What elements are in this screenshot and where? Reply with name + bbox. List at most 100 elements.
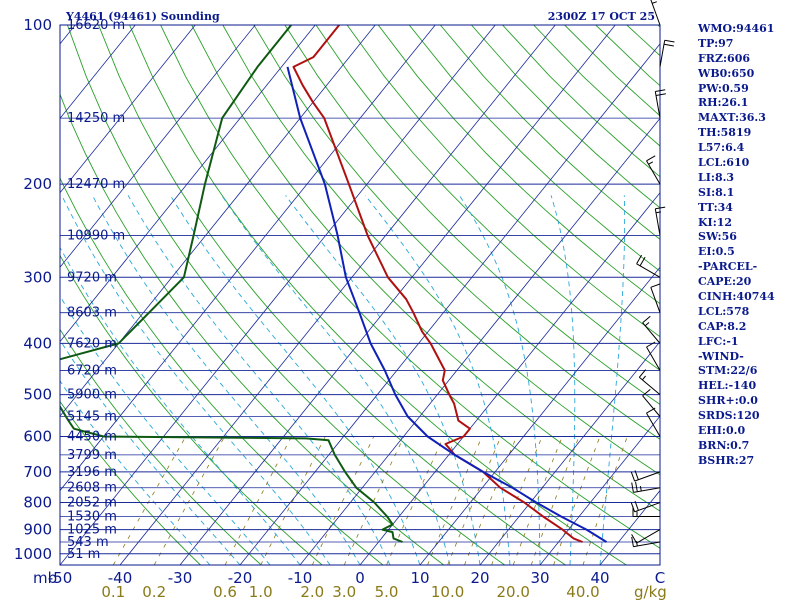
index-item: CAP:8.2	[698, 319, 747, 333]
moist-adiabat	[61, 195, 331, 565]
index-item: TP:97	[698, 36, 734, 50]
moist-adiabat	[60, 246, 301, 565]
height-label: 6720 m	[67, 363, 117, 378]
pressure-unit-label: mb	[33, 569, 57, 587]
index-item: HEL:-140	[698, 379, 757, 393]
temperature-tick-label: 10	[410, 569, 429, 587]
isotherm	[479, 341, 660, 565]
index-item: FRZ:606	[698, 51, 751, 65]
isotherm	[60, 25, 136, 119]
wind-barb	[631, 529, 661, 544]
mixing-ratio-tick-label: 0.2	[142, 583, 166, 600]
mixing-ratio-tick-label: 0.6	[213, 583, 237, 600]
temperature-tick-label: -20	[228, 569, 253, 587]
temperature-tick-label: -40	[108, 569, 133, 587]
wind-barb	[630, 500, 661, 513]
wind-barb	[659, 39, 675, 67]
index-item: WMO:94461	[698, 22, 775, 35]
index-item: -PARCEL-	[698, 260, 758, 274]
dry-adiabat	[98, 25, 566, 565]
temperature-trace	[292, 25, 583, 543]
temperature-tick-label: -50	[48, 569, 73, 587]
index-item: SHR+:0.0	[698, 394, 758, 408]
height-label: 16620 m	[67, 18, 125, 33]
index-item: LCL:578	[698, 304, 750, 318]
mixing-ratio-tick-label: 20.0	[496, 583, 529, 600]
wind-barb	[630, 470, 661, 482]
height-label: 2052 m	[67, 496, 117, 511]
index-item: SI:8.1	[698, 185, 735, 199]
mixing-ratio-line	[311, 436, 375, 565]
index-item: WB0:650	[698, 66, 755, 80]
isotherm	[539, 415, 660, 565]
mixing-ratio-tick-label: 2.0	[300, 583, 324, 600]
mixing-ratio-tick-label: 40.0	[566, 583, 599, 600]
isotherm	[60, 25, 316, 343]
dry-adiabat	[160, 25, 660, 549]
index-item: CINH:40744	[698, 290, 775, 304]
dry-adiabat	[346, 25, 660, 338]
index-item: LFC:-1	[698, 334, 739, 348]
height-label: 7620 m	[67, 336, 117, 351]
dry-adiabat	[66, 25, 505, 565]
pressure-tick-label: 600	[23, 428, 52, 446]
index-item: SRDS:120	[698, 409, 760, 423]
isotherm	[419, 266, 660, 565]
mixing-ratio-tick-label: 10.0	[431, 583, 464, 600]
wind-barb	[638, 369, 661, 395]
mixing-ratio-line	[224, 436, 292, 565]
dry-adiabat	[60, 400, 201, 565]
wind-barb	[654, 206, 666, 236]
pressure-tick-label: 100	[23, 16, 52, 34]
temperature-tick-label: 40	[590, 569, 609, 587]
isotherm	[359, 192, 660, 565]
wind-barb	[654, 89, 666, 119]
index-item: BRN:0.7	[698, 438, 750, 452]
dry-adiabat	[284, 25, 660, 406]
pressure-tick-label: 900	[23, 521, 52, 539]
height-label: 1025 m	[67, 523, 117, 538]
temperature-tick-label: 0	[355, 569, 365, 587]
wind-barbs	[630, 0, 675, 548]
height-label: 3799 m	[67, 448, 117, 463]
wind-barb	[650, 283, 661, 313]
mixing-ratio-line	[343, 436, 405, 565]
index-item: EI:0.5	[698, 245, 735, 259]
height-label: 10990 m	[67, 228, 125, 243]
pressure-tick-label: 800	[23, 494, 52, 512]
indices-panel: WMO:94461 TP:97 FRZ:606 WB0:650 PW:0.59 RH:26…	[698, 22, 775, 469]
dry-adiabat	[222, 25, 660, 476]
index-item: SW:56	[698, 230, 737, 244]
mixing-ratio-unit-label: g/kg	[634, 583, 667, 600]
index-item: EHI:0.0	[698, 424, 746, 438]
isotherm	[60, 25, 256, 268]
height-label: 14250 m	[67, 111, 125, 126]
index-item: LI:8.3	[698, 170, 735, 184]
dry-adiabat	[315, 25, 660, 371]
temperature-tick-label: 20	[470, 569, 489, 587]
isotherm	[60, 25, 196, 194]
dry-adiabat	[60, 328, 262, 565]
index-item: PW:0.59	[698, 81, 749, 95]
dry-adiabat	[253, 25, 660, 440]
height-label: 51 m	[67, 547, 100, 562]
isotherm	[60, 25, 376, 417]
pressure-tick-label: 700	[23, 463, 52, 481]
index-item: LCL:610	[698, 156, 750, 170]
index-item: L57:6.4	[698, 141, 745, 155]
pressure-tick-label: 1000	[14, 545, 52, 563]
mixing-ratio-tick-label: 3.0	[332, 583, 356, 600]
mixing-ratio-line	[112, 436, 187, 565]
pressure-tick-label: 500	[23, 386, 52, 404]
isotherm	[119, 25, 556, 565]
dry-adiabat	[60, 93, 445, 565]
wind-barb	[650, 0, 661, 26]
isotherm	[60, 25, 436, 492]
index-item: KI:12	[698, 215, 733, 229]
height-label: 4450 m	[67, 430, 117, 445]
index-item: BSHR:27	[698, 453, 755, 467]
mixing-ratio-tick-label: 1.0	[249, 583, 273, 600]
index-item: -WIND-	[698, 349, 744, 363]
dry-adiabat	[129, 25, 627, 565]
